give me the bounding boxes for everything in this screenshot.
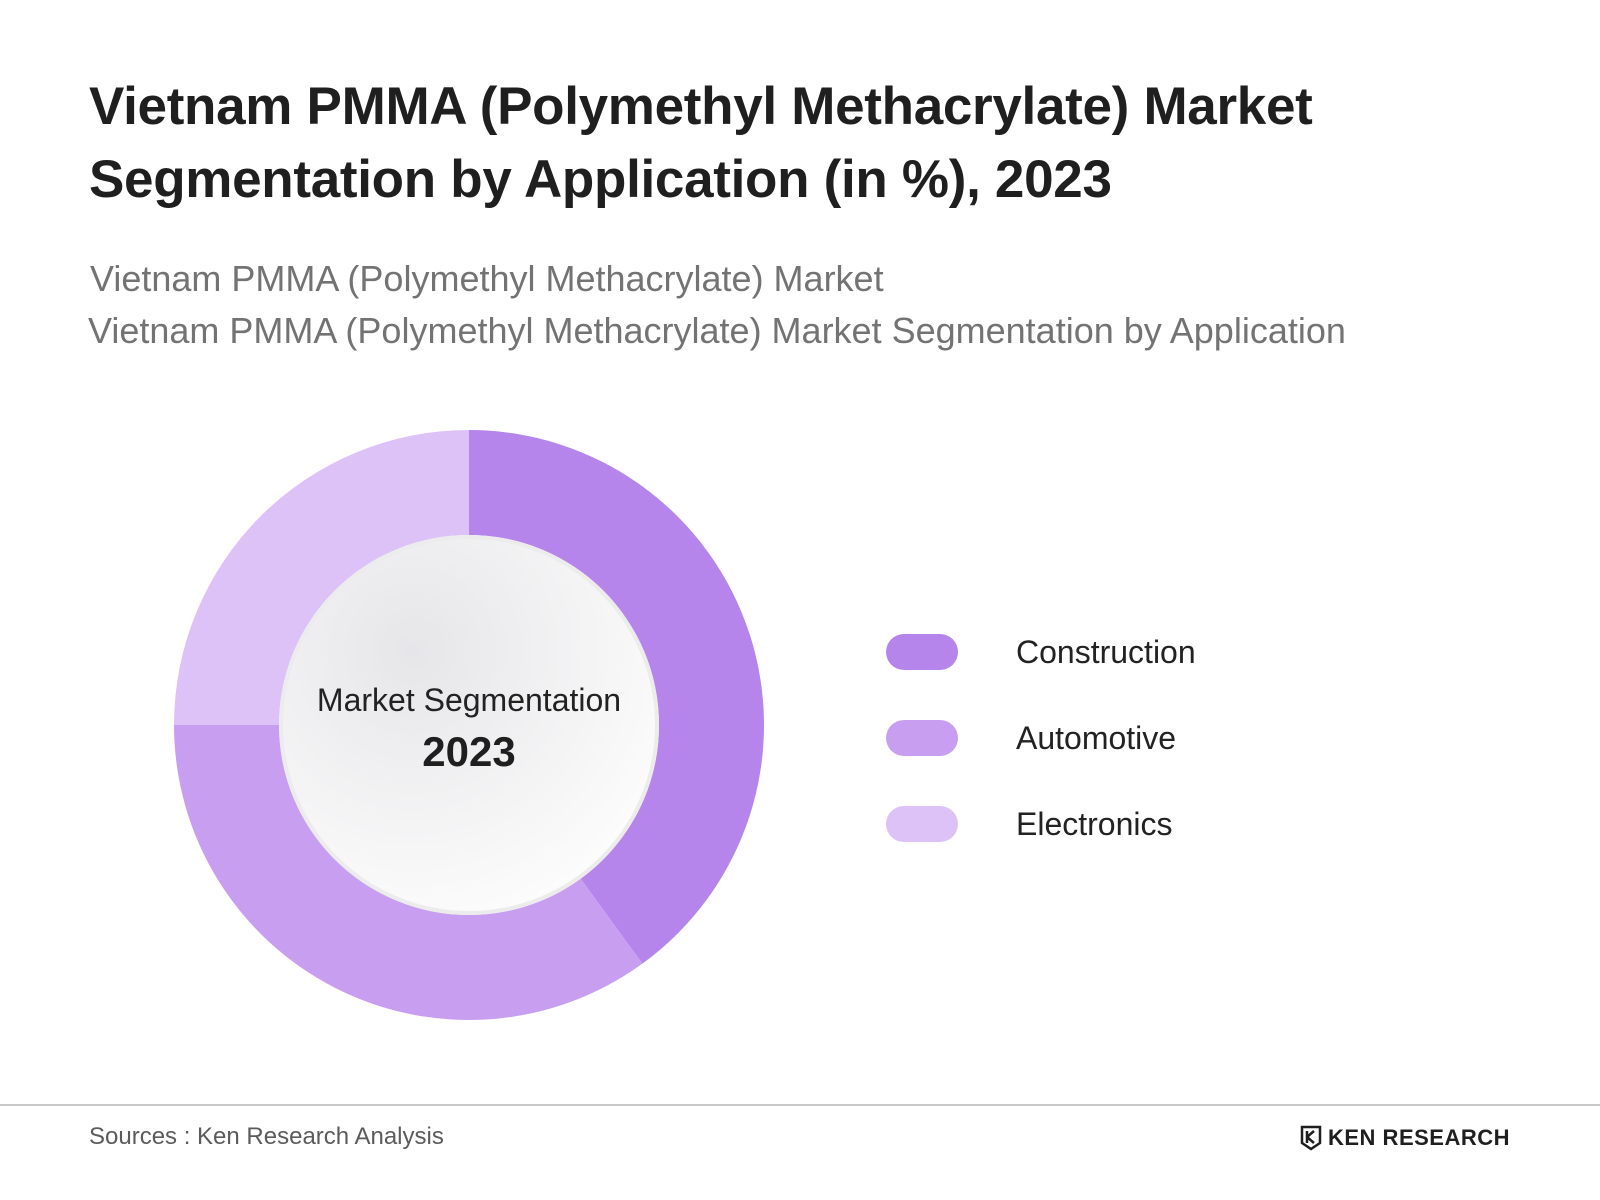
chart-title: Vietnam PMMA (Polymethyl Methacrylate) M…: [89, 77, 1313, 209]
donut-slices: [174, 430, 765, 1021]
legend-swatch: [886, 806, 958, 842]
donut-center-text: Market Segmentation: [316, 682, 622, 718]
legend-swatch: [886, 634, 958, 670]
ken-research-logo: KEN RESEARCH: [1300, 1124, 1510, 1152]
source-note: Sources : Ken Research Analysis: [89, 1123, 444, 1150]
ken-research-logo-icon: [1300, 1125, 1322, 1151]
donut-center-year: 2023: [422, 728, 516, 775]
footer-divider: [0, 1104, 1600, 1106]
donut-center-label: Market Segmentation 2023: [279, 535, 659, 915]
chart-subtitle: Vietnam PMMA (Polymethyl Methacrylate) M…: [90, 258, 884, 299]
legend-swatch: [886, 720, 958, 756]
donut-slice-construction: [469, 430, 765, 964]
donut-slice-electronics: [174, 430, 469, 725]
legend-label: Construction: [1016, 634, 1196, 670]
chart-subtitle-secondary: Vietnam PMMA (Polymethyl Methacrylate) M…: [88, 310, 1346, 351]
legend-label: Automotive: [1016, 720, 1177, 756]
ken-research-logo-text: KEN RESEARCH: [1328, 1125, 1511, 1150]
donut-center-disc: [283, 539, 655, 911]
legend-label: Electronics: [1016, 806, 1173, 842]
donut-slice-automotive: [174, 725, 643, 1021]
